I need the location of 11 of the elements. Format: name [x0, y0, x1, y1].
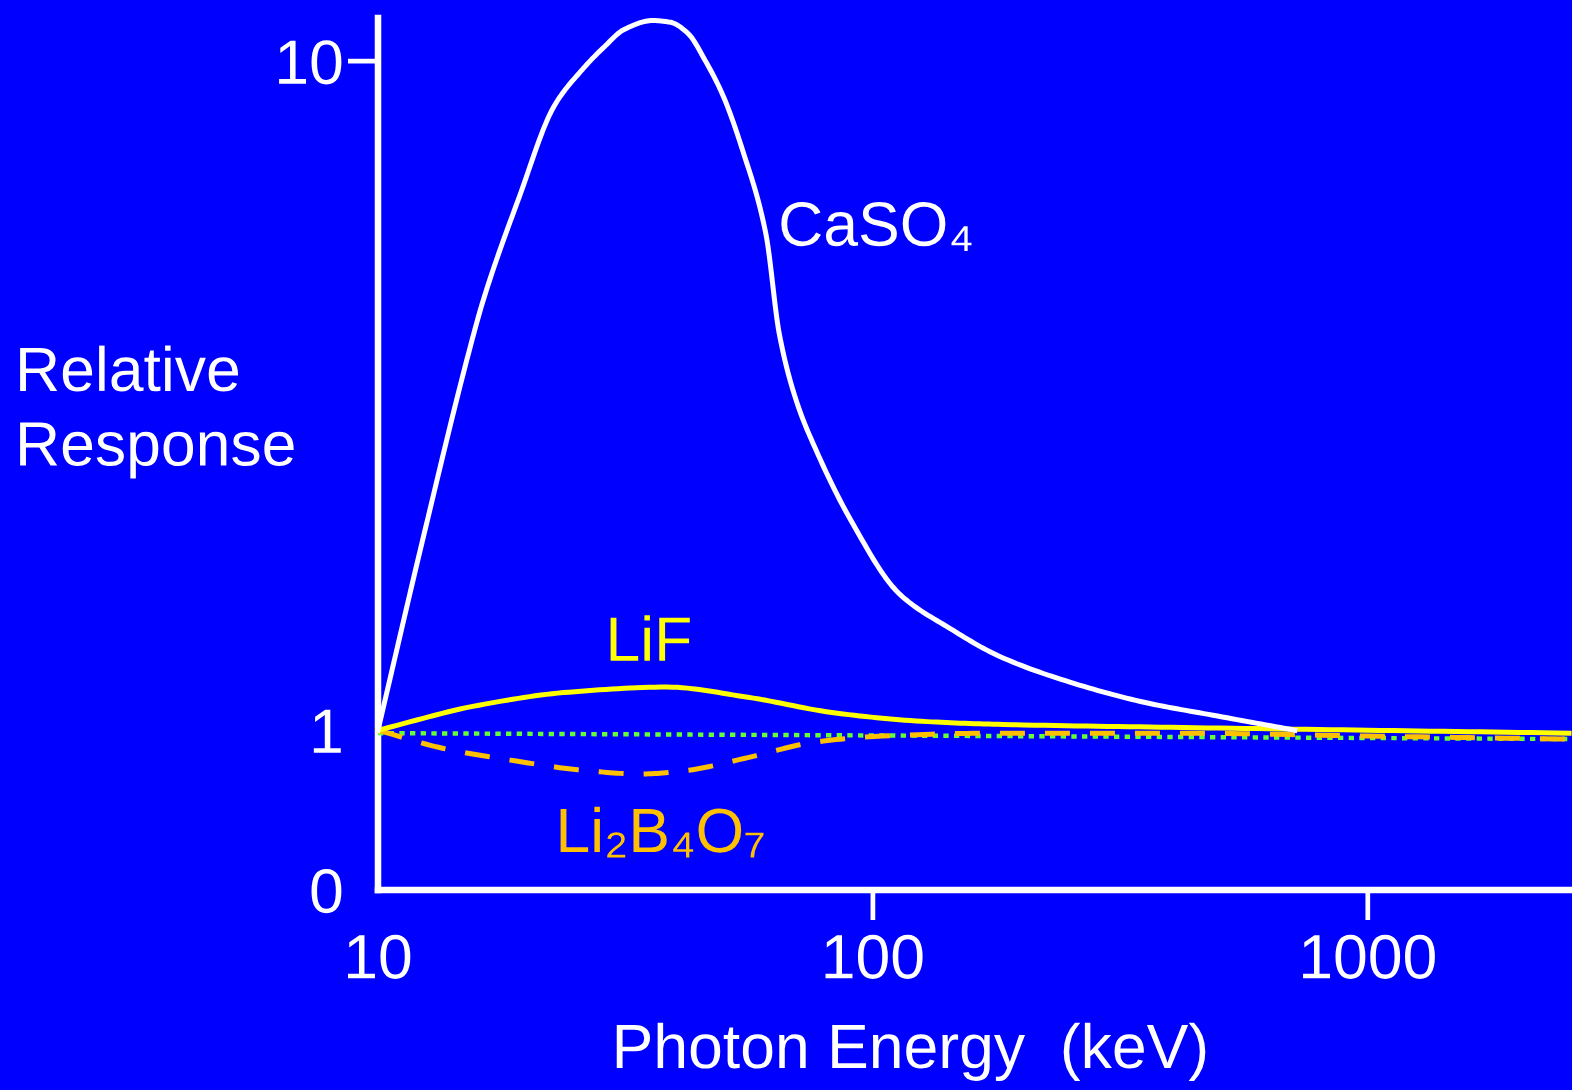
- x-tick-label: 10: [348, 934, 411, 979]
- x-axis-title: Photon Energy (keV): [616, 1022, 1206, 1081]
- series-label: Li₂B₄O₇: [560, 806, 764, 858]
- x-tick-label: 100: [825, 934, 923, 979]
- series-label: CaSO₄: [781, 201, 972, 251]
- series-label: LiF: [610, 615, 690, 661]
- y-tick-label: 1: [313, 709, 341, 753]
- y-tick-label: 0: [311, 869, 342, 914]
- x-tick-label: 1000: [1303, 934, 1435, 979]
- y-axis-title: Relative Response: [20, 345, 294, 479]
- y-tick-label: 10: [279, 40, 342, 85]
